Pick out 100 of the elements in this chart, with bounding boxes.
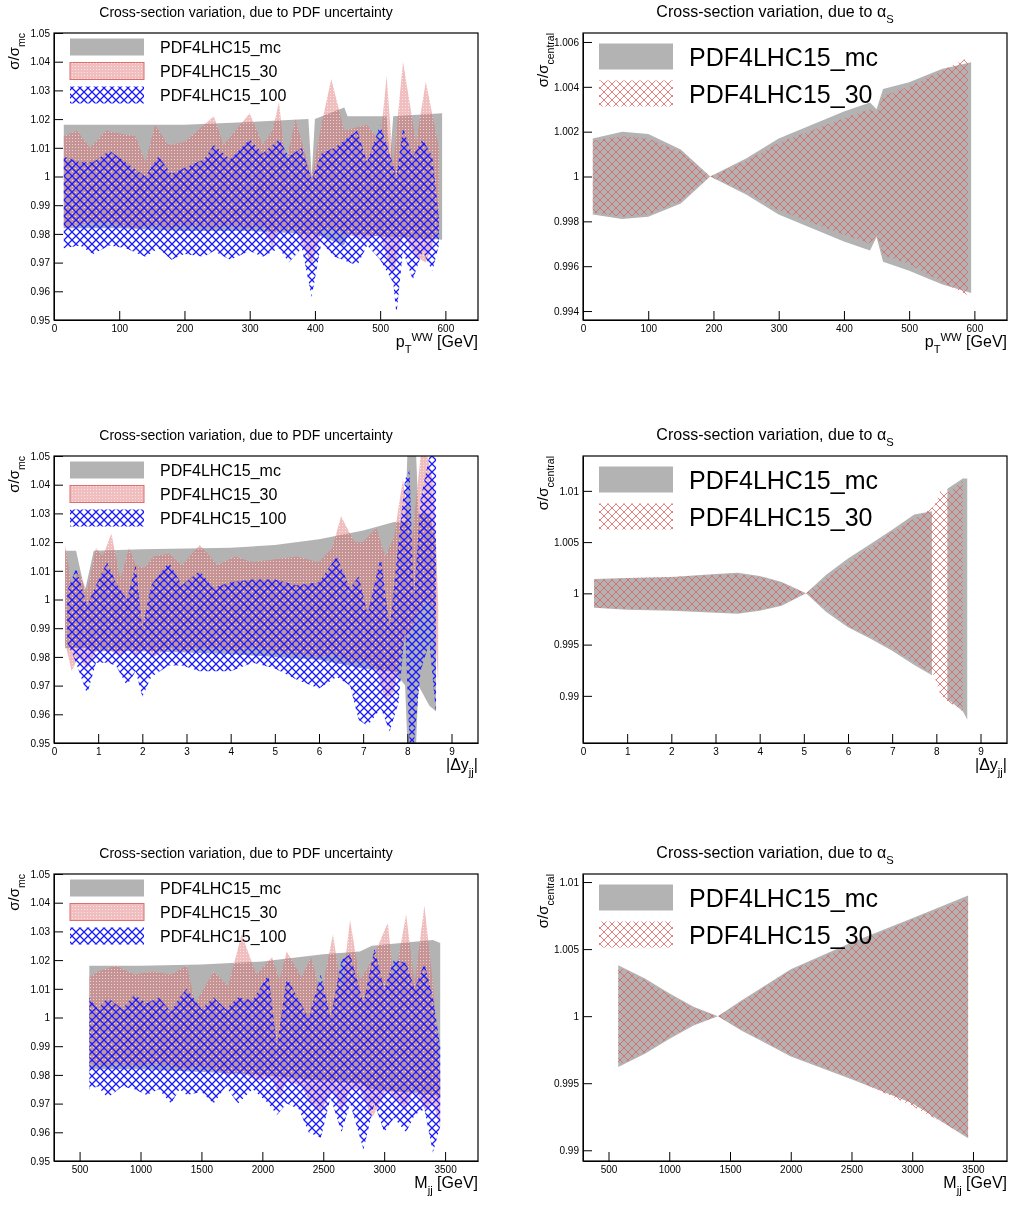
x-tick-label: 100	[111, 323, 129, 335]
x-tick-label: 0	[51, 323, 58, 335]
y-tick-label: 1	[573, 171, 580, 183]
y-tick-label: 1.01	[559, 876, 580, 888]
x-tick-label: 0	[51, 746, 58, 758]
x-tick-label: 2000	[780, 1164, 803, 1176]
y-tick-label: 0.99	[559, 690, 580, 702]
legend-label: PDF4LHC15_30	[160, 903, 278, 922]
x-tick-label: 6	[316, 746, 323, 758]
y-tick-label: 1.04	[30, 479, 51, 491]
y-tick-label: 0.99	[30, 1040, 51, 1052]
x-tick-label: 200	[176, 323, 194, 335]
y-tick-label: 1.02	[30, 536, 51, 548]
y-tick-label: 1.004	[553, 81, 580, 93]
y-tick-label: 0.99	[30, 622, 51, 634]
x-tick-label: 1	[95, 746, 102, 758]
x-tick-label: 7	[889, 746, 896, 758]
legend-label: PDF4LHC15_30	[160, 62, 278, 81]
x-tick-label: 2000	[251, 1164, 275, 1176]
legend-label: PDF4LHC15_mc	[160, 879, 281, 898]
x-axis-title: |Δy$_{jj}$|	[446, 756, 478, 778]
chart-title: Cross-section variation, due to α$_{S}$	[656, 426, 894, 448]
legend-label: PDF4LHC15_30	[689, 79, 873, 108]
legend-label: PDF4LHC15_30	[689, 502, 873, 531]
x-tick-label: 9	[449, 746, 456, 758]
x-tick-label: 7	[360, 746, 367, 758]
y-tick-label: 0.98	[30, 228, 51, 240]
legend-label: PDF4LHC15_mc	[689, 883, 878, 912]
y-tick-label: 1.04	[30, 56, 51, 68]
chart-title: Cross-section variation, due to α$_{S}$	[656, 3, 894, 25]
legend-label: PDF4LHC15_30	[160, 485, 278, 504]
y-tick-label: 0.998	[553, 216, 580, 228]
y-tick-label: 0.96	[30, 709, 51, 720]
x-tick-label: 2500	[840, 1164, 864, 1176]
chart-title: Cross-section variation, due to PDF uncertainty	[99, 427, 393, 443]
y-tick-label: 0.97	[30, 1098, 51, 1110]
y-tick-label: 0.98	[30, 1069, 51, 1081]
x-tick-label: 1500	[719, 1164, 743, 1176]
y-tick-label: 1.01	[30, 983, 51, 995]
legend-label: PDF4LHC15_mc	[689, 42, 878, 71]
legend-label: PDF4LHC15_mc	[160, 461, 281, 480]
x-tick-label: 1000	[129, 1164, 153, 1176]
y-tick-label: 1.05	[30, 27, 51, 39]
x-tick-label: 3000	[373, 1164, 397, 1176]
y-tick-label: 0.97	[30, 680, 51, 692]
y-tick-label: 1.04	[30, 897, 51, 909]
y-tick-label: 1.05	[30, 450, 51, 462]
y-tick-label: 1.05	[30, 868, 51, 880]
x-tick-label: 6	[845, 746, 852, 758]
y-tick-label: 0.99	[30, 199, 51, 211]
y-tick-label: 1.01	[30, 142, 51, 154]
y-tick-label: 1	[573, 588, 580, 600]
x-tick-label: 1	[624, 746, 631, 758]
chart-title: Cross-section variation, due to PDF uncertainty	[99, 4, 393, 20]
y-tick-label: 0.98	[30, 651, 51, 663]
legend-label: PDF4LHC15_100	[160, 927, 287, 946]
x-tick-label: 500	[71, 1164, 89, 1176]
y-tick-label: 1	[44, 1012, 51, 1024]
x-tick-label: 3500	[434, 1164, 458, 1176]
x-tick-label: 500	[600, 1164, 618, 1176]
x-tick-label: 3000	[901, 1164, 925, 1176]
x-tick-label: 2	[669, 746, 676, 758]
legend-label: PDF4LHC15_mc	[160, 38, 281, 57]
y-tick-label: 0.96	[30, 286, 51, 297]
y-tick-label: 1.03	[30, 85, 51, 97]
x-axis-title: M$_{jj}$ [GeV]	[943, 1174, 1007, 1196]
x-tick-label: 2	[140, 746, 147, 758]
x-tick-label: 3	[713, 746, 720, 758]
x-tick-label: 4	[228, 746, 235, 758]
y-tick-label: 0.99	[559, 1144, 580, 1156]
chart-title: Cross-section variation, due to PDF uncertainty	[99, 845, 393, 861]
y-tick-label: 0.995	[553, 1077, 580, 1089]
legend-label: PDF4LHC15_100	[160, 86, 287, 105]
x-tick-label: 300	[770, 323, 788, 335]
x-tick-label: 300	[241, 323, 259, 335]
x-tick-label: 3	[184, 746, 191, 758]
x-tick-label: 2500	[312, 1164, 336, 1176]
x-axis-title: |Δy$_{jj}$|	[975, 756, 1007, 778]
x-tick-label: 0	[580, 746, 587, 758]
y-tick-label: 0.95	[30, 314, 51, 326]
y-tick-label: 1	[44, 171, 51, 183]
y-tick-label: 1	[573, 1010, 580, 1022]
y-tick-label: 0.996	[553, 260, 580, 272]
y-tick-label: 1.002	[553, 126, 580, 138]
y-tick-label: 1.03	[30, 926, 51, 938]
y-tick-label: 1.02	[30, 954, 51, 966]
x-tick-label: 8	[405, 746, 412, 758]
x-tick-label: 1500	[190, 1164, 214, 1176]
x-tick-label: 5	[801, 746, 808, 758]
y-tick-label: 1.006	[553, 36, 580, 48]
y-tick-label: 1	[44, 594, 51, 606]
legend-label: PDF4LHC15_mc	[689, 465, 878, 494]
y-tick-label: 1.005	[553, 943, 580, 955]
y-tick-label: 0.96	[30, 1127, 51, 1138]
chart-title: Cross-section variation, due to α$_{S}$	[656, 844, 894, 866]
x-tick-label: 1000	[658, 1164, 682, 1176]
y-tick-label: 1.02	[30, 113, 51, 125]
x-tick-label: 0	[580, 323, 587, 335]
x-tick-label: 500	[901, 323, 919, 335]
x-tick-label: 4	[757, 746, 764, 758]
